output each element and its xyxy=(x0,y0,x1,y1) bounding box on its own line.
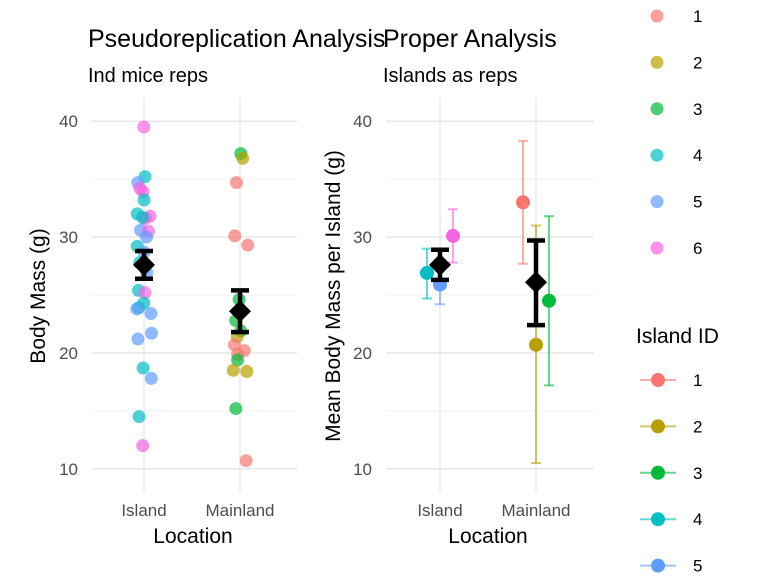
legend-point-key xyxy=(650,148,664,162)
data-point xyxy=(132,410,146,424)
y-tick-label: 10 xyxy=(59,460,78,479)
chart-title-left: Pseudoreplication Analysis xyxy=(88,25,385,53)
legend-island: Island ID 1 2 3 4 5 xyxy=(636,325,719,576)
island-mean-point xyxy=(446,228,460,243)
summary-mean-diamond xyxy=(429,253,451,276)
y-ticks-left: 10 20 30 40 xyxy=(59,112,78,479)
data-point xyxy=(138,286,152,300)
legend-island-label: 3 xyxy=(693,464,702,483)
chart-subtitle-left: Ind mice reps xyxy=(88,65,208,87)
legend-point-label: 1 xyxy=(693,7,702,26)
y-tick-label: 20 xyxy=(353,344,372,363)
legend-point-key xyxy=(650,102,664,116)
legend-island-label: 5 xyxy=(693,557,702,576)
summary-mean-diamond xyxy=(229,300,251,323)
legend-point-key xyxy=(650,195,664,209)
legend-point-label: 4 xyxy=(693,146,702,165)
x-axis-label-right: Location xyxy=(448,525,527,548)
legend-island-key xyxy=(651,512,665,527)
x-tick-label: Mainland xyxy=(502,501,571,520)
data-point xyxy=(131,332,145,346)
legend-island-title: Island ID xyxy=(636,325,719,348)
data-point xyxy=(130,302,144,316)
y-tick-label: 30 xyxy=(59,228,78,247)
data-point xyxy=(144,307,158,321)
y-axis-label-right: Mean Body Mass per Island (g) xyxy=(322,150,345,442)
x-tick-label: Mainland xyxy=(206,501,275,520)
data-point xyxy=(228,229,242,243)
legend-island-label: 1 xyxy=(693,371,702,390)
y-tick-label: 40 xyxy=(353,112,372,131)
data-point xyxy=(241,238,255,252)
legend-island-label: 2 xyxy=(693,417,702,436)
legend-point-label: 6 xyxy=(693,239,702,258)
legend-point-label: 2 xyxy=(693,53,702,72)
legend-island-key xyxy=(651,419,665,434)
data-point xyxy=(136,361,150,375)
summary-left xyxy=(133,248,251,335)
data-point xyxy=(239,454,253,468)
legend-point-key xyxy=(650,9,664,23)
data-point xyxy=(140,230,154,244)
y-tick-label: 30 xyxy=(353,228,372,247)
summary-mean-diamond xyxy=(133,253,155,276)
legend-point-key xyxy=(650,55,664,69)
chart-subtitle-right: Islands as reps xyxy=(383,65,518,87)
legend-point-key xyxy=(650,241,664,255)
data-point xyxy=(137,120,151,134)
x-tick-label: Island xyxy=(417,501,462,520)
legend-island-key xyxy=(651,558,665,573)
data-point xyxy=(229,402,243,416)
y-tick-label: 20 xyxy=(59,344,78,363)
legend-point-label: 3 xyxy=(693,100,702,119)
data-point xyxy=(144,371,158,385)
data-point xyxy=(229,176,243,190)
chart-title-right: Proper Analysis xyxy=(383,25,557,53)
legend-points: 1 2 3 4 5 6 xyxy=(650,7,702,258)
summary-right xyxy=(429,238,547,328)
legend-island-key xyxy=(651,373,665,387)
island-mean-point xyxy=(529,337,543,352)
grid-right xyxy=(386,98,594,492)
panel-pseudoreplication: 10 20 30 40 Island Mainland Pseudoreplicatio… xyxy=(27,25,385,548)
x-tick-label: Island xyxy=(121,501,166,520)
island-mean-point xyxy=(516,195,530,210)
data-point xyxy=(226,363,240,377)
y-ticks-right: 10 20 30 40 xyxy=(353,112,372,479)
points-left xyxy=(130,120,255,468)
legend-island-label: 4 xyxy=(693,510,702,529)
y-axis-label-left: Body Mass (g) xyxy=(27,228,50,363)
data-point xyxy=(136,210,150,224)
data-point xyxy=(240,364,254,378)
data-point xyxy=(236,151,250,165)
data-point xyxy=(137,193,151,207)
data-point xyxy=(145,326,159,340)
data-point xyxy=(136,439,150,453)
y-tick-label: 40 xyxy=(59,112,78,131)
summary-mean-diamond xyxy=(525,271,547,294)
grid-left xyxy=(92,98,297,492)
x-ticks-left: Island Mainland xyxy=(121,501,274,520)
island-mean-point xyxy=(420,265,434,280)
legend-point-label: 5 xyxy=(693,193,702,212)
y-tick-label: 10 xyxy=(353,460,372,479)
island-mean-point xyxy=(542,293,556,308)
x-ticks-right: Island Mainland xyxy=(417,501,570,520)
x-axis-label-left: Location xyxy=(153,525,232,548)
data-point xyxy=(231,353,245,367)
legend-island-key xyxy=(651,465,665,480)
